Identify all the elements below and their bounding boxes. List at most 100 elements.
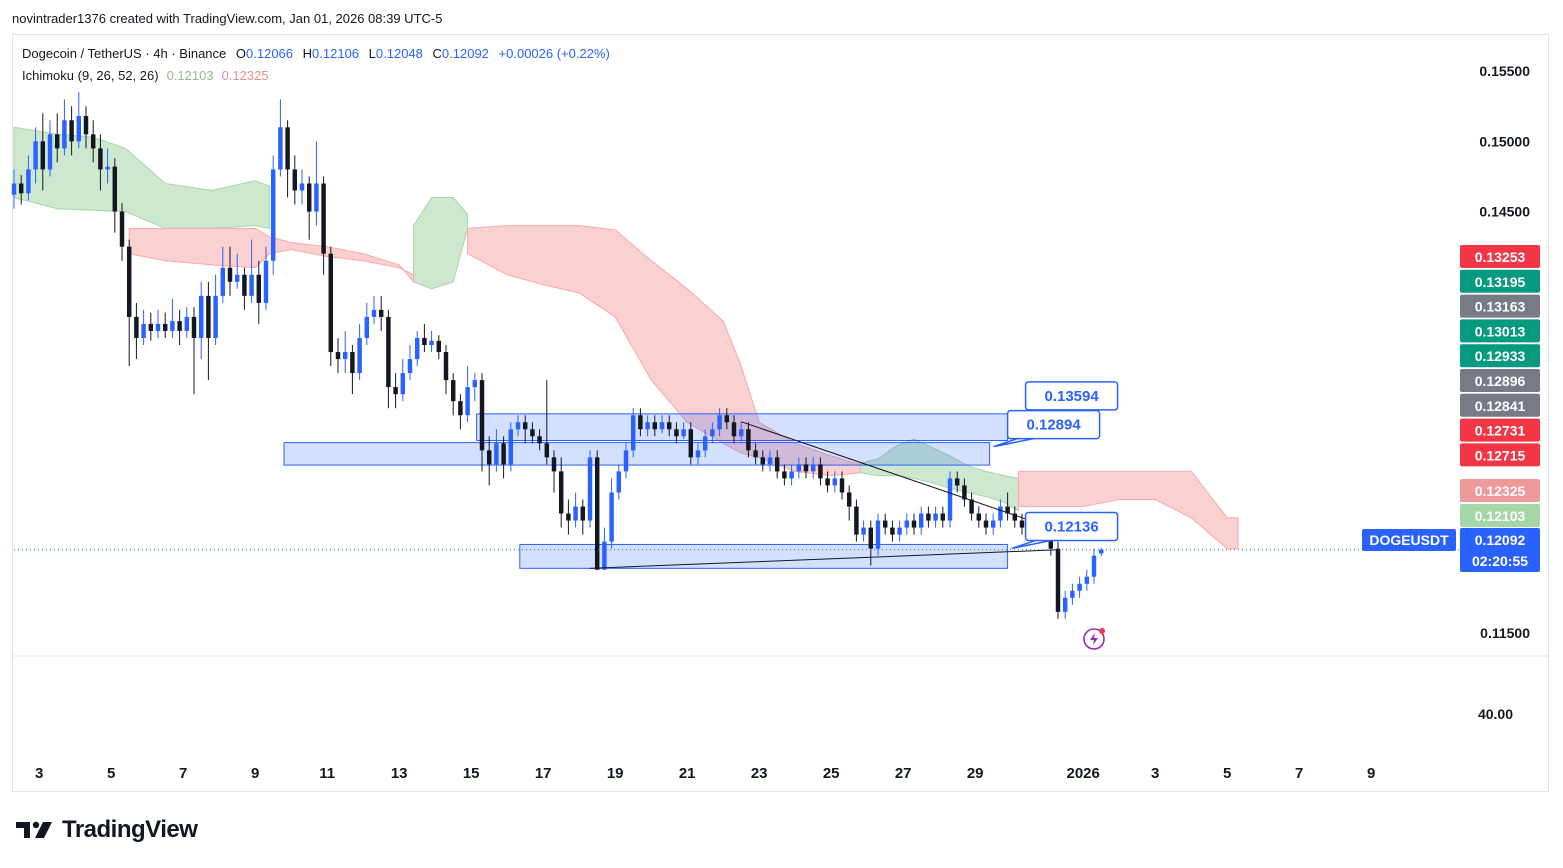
candle-body (321, 183, 326, 254)
candle-body (868, 527, 874, 549)
price-axis-tick: 0.15500 (1479, 63, 1530, 79)
time-axis-label: 7 (179, 765, 187, 782)
price-label-badge (1460, 294, 1540, 318)
current-price-badge (1460, 528, 1540, 572)
candle-body (918, 513, 924, 528)
candle-body (537, 436, 542, 444)
tradingview-logo[interactable]: TradingView (14, 816, 198, 844)
time-axis-label: 11 (319, 765, 335, 782)
candle-body (731, 422, 737, 437)
candle-body (386, 316, 391, 388)
candle-body (407, 359, 413, 374)
price-axis-tick: 0.14500 (1479, 204, 1530, 220)
tradingview-wordmark: TradingView (62, 816, 198, 843)
candle-body (328, 253, 334, 353)
candle-body (623, 450, 629, 472)
candle-body (890, 527, 895, 535)
candle-body (18, 183, 24, 194)
candle-body (148, 323, 154, 331)
candle-body (760, 457, 766, 465)
time-axis-label: 9 (1367, 765, 1375, 782)
candle-body (213, 295, 218, 338)
candle-body (263, 260, 269, 303)
price-label-text: 0.13013 (1475, 323, 1526, 339)
candle-body (717, 415, 722, 430)
candle-body (11, 183, 17, 195)
candle-body (558, 471, 564, 514)
candle-body (962, 485, 967, 500)
candle-body (688, 429, 694, 458)
ichimoku-cloud-bearish (128, 227, 415, 284)
indicator-name[interactable]: Ichimoku (9, 26, 52, 26) (22, 68, 159, 83)
time-axis-label: 2026 (1067, 765, 1100, 782)
candle-body (69, 120, 74, 142)
symbol-name[interactable]: Dogecoin / TetherUS · 4h · Binance (22, 46, 227, 61)
price-axis-tick: 0.11500 (1480, 625, 1530, 641)
candle-body (515, 422, 521, 430)
low-value: 0.12048 (375, 46, 423, 61)
candle-body (630, 415, 636, 451)
candle-body (803, 464, 809, 472)
price-label-text: 0.12325 (1475, 483, 1526, 499)
candle-body (479, 380, 485, 451)
candle-body (256, 274, 262, 303)
candle-body (767, 457, 773, 465)
candle-body (501, 443, 506, 465)
candle-body (580, 506, 586, 521)
event-icon-dot (1099, 628, 1105, 634)
price-label-badge (1460, 479, 1540, 502)
candle-body (177, 321, 182, 331)
candle-body (796, 464, 802, 472)
price-label-badge (1460, 319, 1540, 343)
candle-body (342, 352, 348, 360)
candle-body (976, 513, 982, 521)
candle-body (234, 274, 240, 282)
event-icon-bolt (1090, 633, 1098, 645)
candle-body (587, 457, 593, 521)
candle-body (666, 422, 672, 430)
low-label: L (368, 46, 376, 61)
indicator-value-b: 0.12325 (221, 68, 269, 83)
candle-body (1070, 590, 1075, 598)
candle-body (933, 513, 938, 521)
candle-body (645, 422, 650, 430)
candle-body (83, 116, 89, 135)
candle-body (155, 323, 161, 331)
candle-body (947, 478, 953, 521)
candle-body (134, 316, 139, 338)
candle-body (443, 352, 449, 381)
candle-body (357, 337, 362, 374)
candle-body (1084, 576, 1090, 584)
candle-body (1055, 548, 1061, 612)
time-axis-label: 9 (251, 765, 259, 782)
candle-body (810, 464, 816, 472)
time-axis-label: 7 (1295, 765, 1303, 782)
candle-body (292, 169, 298, 191)
candle-body (594, 457, 600, 570)
price-label-badge (1460, 504, 1540, 527)
candle-body (774, 457, 780, 472)
candle-body (954, 478, 960, 486)
candle-body (854, 506, 859, 535)
candle-body (839, 478, 845, 493)
time-axis-label: 3 (1151, 765, 1159, 782)
sub-pane-tick: 40.00 (1478, 706, 1513, 722)
candle-body (638, 415, 643, 430)
candle-body (940, 513, 946, 521)
candle-body (522, 422, 528, 430)
candle-body (998, 506, 1003, 521)
ohlc-row: Dogecoin / TetherUS · 4h · Binance O0.12… (22, 45, 610, 67)
change-value: +0.00026 (+0.22%) (498, 46, 610, 61)
candle-body (40, 141, 46, 170)
high-label: H (302, 46, 313, 61)
symbol-tag-text: DOGEUSDT (1369, 532, 1449, 548)
candle-body (170, 321, 175, 331)
candle-body (1098, 549, 1104, 554)
candle-body (90, 134, 96, 149)
close-value: 0.12092 (441, 46, 489, 61)
candle-body (278, 127, 283, 170)
price-label-badge (1460, 418, 1540, 442)
price-zone (519, 543, 1009, 569)
candle-body (544, 443, 550, 458)
